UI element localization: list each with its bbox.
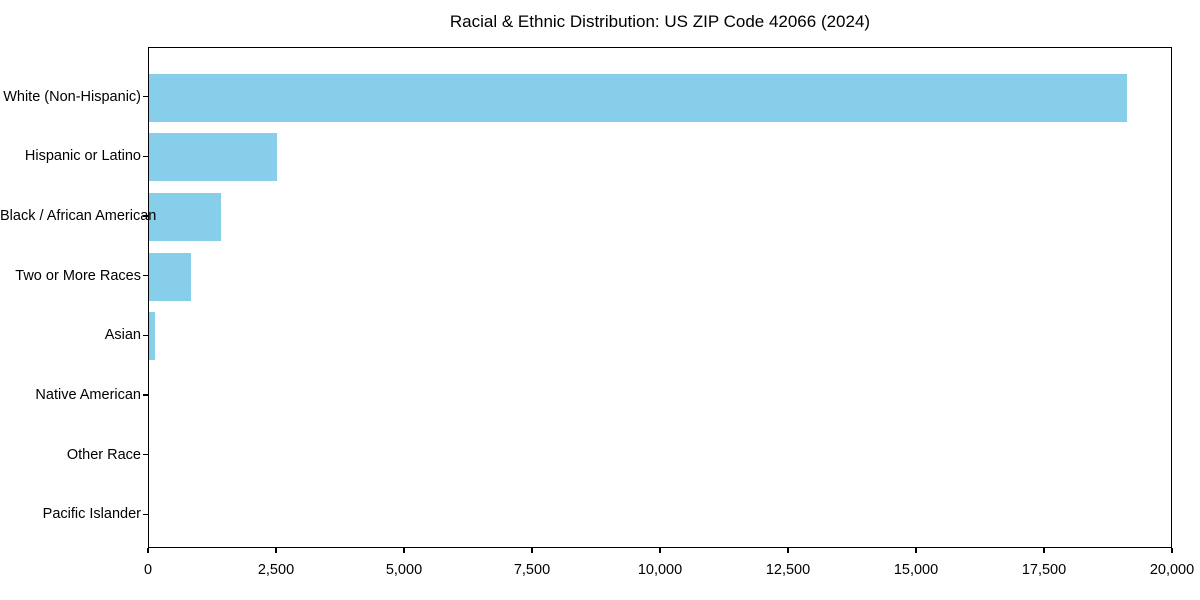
x-axis-label: 12,500	[765, 562, 811, 578]
x-tick	[147, 548, 149, 553]
x-tick	[1043, 548, 1045, 553]
x-axis-label: 5,000	[385, 562, 423, 578]
x-tick	[403, 548, 405, 553]
plot-area	[148, 47, 1172, 548]
chart-title: Racial & Ethnic Distribution: US ZIP Cod…	[449, 12, 871, 31]
x-axis-label: 15,000	[893, 562, 939, 578]
bar	[149, 73, 1127, 122]
bar	[149, 192, 221, 241]
y-axis-label: Two or More Races	[15, 267, 141, 284]
x-tick	[915, 548, 917, 553]
x-axis-label: 20,000	[1149, 562, 1195, 578]
y-tick	[143, 96, 148, 98]
x-tick	[787, 548, 789, 553]
x-axis-label: 17,500	[1021, 562, 1067, 578]
x-axis-label: 2,500	[257, 562, 295, 578]
y-axis-label: Native American	[35, 386, 141, 403]
y-axis-label: Black / African American	[0, 207, 157, 224]
y-axis-label: Asian	[104, 327, 141, 343]
y-tick	[143, 513, 148, 515]
y-axis-label: Hispanic or Latino	[24, 148, 141, 165]
y-axis-label: White (Non-Hispanic)	[3, 88, 141, 105]
x-axis-label: 10,000	[637, 562, 683, 578]
bar	[149, 252, 191, 301]
x-tick	[1171, 548, 1173, 553]
bar	[149, 312, 155, 361]
y-tick	[143, 394, 148, 396]
x-axis-label: 7,500	[513, 562, 551, 578]
x-axis-label: 0	[143, 562, 153, 578]
x-tick	[275, 548, 277, 553]
bar	[149, 133, 277, 182]
y-axis-label: Other Race	[66, 446, 141, 463]
x-tick	[531, 548, 533, 553]
y-tick	[143, 453, 148, 456]
x-tick	[659, 548, 661, 553]
y-tick	[143, 155, 148, 157]
y-tick	[143, 274, 148, 277]
y-axis-label: Pacific Islander	[42, 505, 141, 522]
y-tick	[143, 334, 148, 336]
y-tick	[143, 215, 148, 217]
